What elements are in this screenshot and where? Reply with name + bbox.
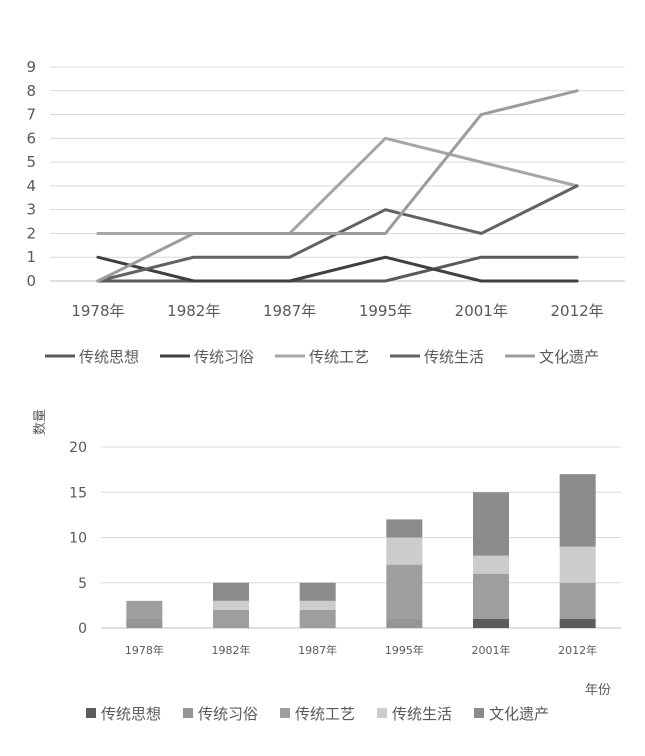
legend-label: 传统工艺 bbox=[295, 705, 355, 723]
bar-segment-5 bbox=[213, 582, 249, 601]
y-tick-label: 5 bbox=[26, 153, 36, 171]
legend-label: 文化遗产 bbox=[489, 705, 549, 723]
x-tick-label: 1982年 bbox=[212, 643, 251, 657]
bar-segment-4 bbox=[213, 600, 249, 610]
x-tick-label: 2001年 bbox=[472, 643, 511, 657]
bar-segment-4 bbox=[559, 546, 596, 583]
series-line-5 bbox=[96, 89, 579, 283]
bar-segment-1 bbox=[473, 618, 509, 628]
bar-segment-2 bbox=[386, 618, 423, 628]
legend-label: 传统生活 bbox=[392, 705, 452, 723]
x-axis-title: 年份 bbox=[585, 683, 611, 698]
x-tick-label: 2012年 bbox=[558, 643, 597, 657]
y-tick-label: 7 bbox=[26, 106, 36, 124]
legend-label: 传统思想 bbox=[79, 348, 139, 366]
x-tick-label: 1987年 bbox=[263, 302, 316, 320]
series-line-3 bbox=[96, 136, 579, 235]
y-tick-label: 0 bbox=[78, 621, 87, 637]
legend-swatch bbox=[474, 708, 484, 718]
series-line-2 bbox=[96, 255, 579, 283]
y-tick-label: 20 bbox=[69, 440, 87, 456]
legend-swatch bbox=[280, 708, 290, 718]
y-tick-label: 2 bbox=[26, 224, 36, 242]
line-chart: 0 1 2 3 4 5 6 7 8 9 1978年 1982年 1987年 1995年 2001年 2012年… bbox=[26, 58, 625, 366]
legend-swatch bbox=[377, 708, 387, 718]
y-axis-title: 数量 bbox=[33, 409, 48, 435]
y-tick-label: 1 bbox=[26, 248, 36, 266]
bar-segment-4 bbox=[473, 555, 509, 574]
bar-segment-3 bbox=[559, 582, 596, 619]
y-tick-label: 0 bbox=[26, 272, 36, 290]
x-tick-label: 1978年 bbox=[71, 302, 124, 320]
y-tick-label: 10 bbox=[69, 531, 87, 547]
y-tick-label: 3 bbox=[26, 201, 36, 219]
y-tick-label: 6 bbox=[26, 129, 36, 147]
x-tick-label: 1995年 bbox=[359, 302, 412, 320]
bar-segment-3 bbox=[473, 573, 509, 619]
legend-label: 传统生活 bbox=[424, 348, 484, 366]
y-tick-label: 5 bbox=[78, 576, 87, 592]
legend-label: 文化遗产 bbox=[539, 348, 599, 366]
series-line-1 bbox=[96, 255, 579, 283]
bar-segment-5 bbox=[559, 474, 596, 547]
bar-segment-4 bbox=[386, 537, 423, 565]
legend-swatch bbox=[86, 708, 96, 718]
bar-segment-3 bbox=[213, 609, 249, 628]
x-tick-label: 1987年 bbox=[298, 643, 337, 657]
bar-segment-4 bbox=[299, 600, 336, 610]
legend-label: 传统习俗 bbox=[194, 348, 254, 366]
bar-segment-2 bbox=[126, 618, 163, 628]
bar-segment-3 bbox=[386, 564, 423, 619]
bar-segment-5 bbox=[473, 492, 509, 556]
bar-segment-5 bbox=[386, 519, 423, 538]
bar-segment-5 bbox=[299, 582, 336, 601]
legend-label: 传统思想 bbox=[101, 705, 161, 723]
x-tick-label: 1995年 bbox=[385, 643, 424, 657]
bar-segment-3 bbox=[126, 600, 163, 619]
bar-segment-1 bbox=[559, 618, 596, 628]
stacked-bar-chart: 0 5 10 15 20 1978年 1982年 1987年 1995年 2001年 2012年 数量… bbox=[33, 409, 621, 723]
legend-swatch bbox=[183, 708, 193, 718]
legend-label: 传统工艺 bbox=[309, 348, 369, 366]
y-tick-label: 4 bbox=[26, 177, 36, 195]
y-tick-label: 9 bbox=[26, 58, 36, 76]
legend-label: 传统习俗 bbox=[198, 705, 258, 723]
x-tick-label: 1982年 bbox=[167, 302, 220, 320]
x-tick-label: 2001年 bbox=[455, 302, 508, 320]
y-tick-label: 8 bbox=[26, 82, 36, 100]
x-tick-label: 2012年 bbox=[550, 302, 603, 320]
y-tick-label: 15 bbox=[69, 485, 87, 501]
x-tick-label: 1978年 bbox=[125, 643, 164, 657]
bar-segment-3 bbox=[299, 609, 336, 628]
